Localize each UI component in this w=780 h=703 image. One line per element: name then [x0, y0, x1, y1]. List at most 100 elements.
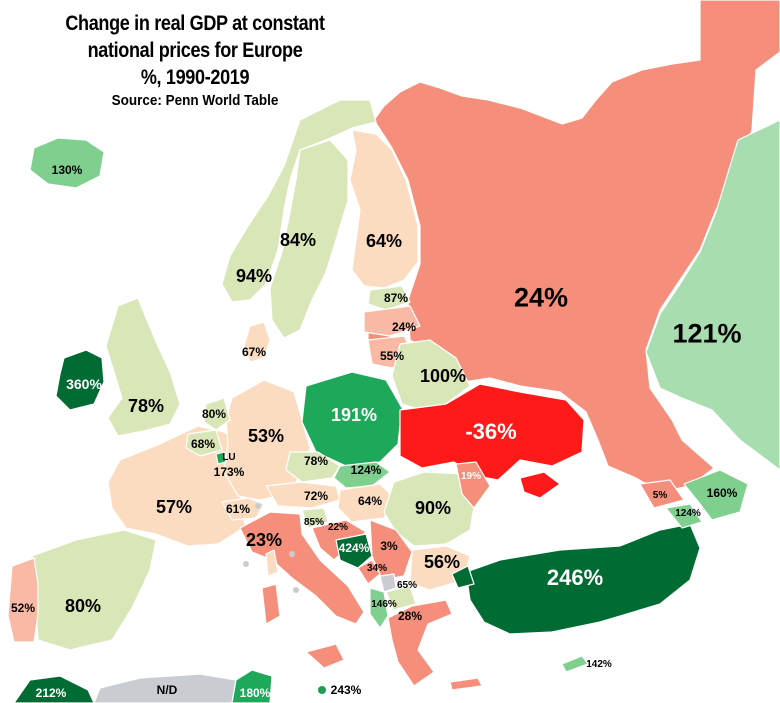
region-latvia	[363, 305, 421, 337]
region-luxembourg	[215, 451, 227, 465]
label-cyprus: 142%	[586, 659, 612, 670]
region-united-kingdom	[105, 297, 181, 437]
region-romania	[383, 471, 477, 547]
region-cyprus	[561, 655, 589, 673]
label-kazakhstan: 121%	[672, 318, 742, 349]
region-norway	[221, 99, 377, 303]
microstate-spot	[243, 561, 249, 567]
label-france: 57%	[155, 497, 193, 517]
source-line: Source: Penn World Table	[111, 92, 279, 109]
region-corsica	[265, 549, 279, 577]
label-denmark: 67%	[241, 345, 267, 359]
region-belgium	[185, 429, 223, 457]
region-switzerland	[221, 497, 265, 521]
label-greece: 28%	[397, 609, 423, 623]
label-malta: 243%	[330, 683, 362, 697]
region-estonia	[367, 285, 411, 311]
region-poland	[301, 371, 403, 467]
region-bosnia	[335, 533, 373, 569]
region-morocco	[13, 675, 95, 703]
label-lithuania: 55%	[379, 349, 405, 363]
label-czechia: 78%	[303, 454, 329, 468]
label-montenegro: 34%	[366, 563, 388, 574]
region-georgia	[639, 479, 685, 509]
region-moldova	[455, 461, 491, 509]
label-turkey: 246%	[546, 565, 604, 590]
label-serbia: 3%	[380, 539, 398, 553]
label-moldova: 19%	[460, 471, 482, 482]
region-kazakhstan	[645, 119, 780, 471]
title-line-1: Change in real GDP at constant	[65, 12, 325, 35]
malta-dot	[318, 686, 326, 694]
region-azerbaijan	[683, 469, 749, 521]
label-croatia: 22%	[327, 522, 349, 533]
region-algeria	[93, 673, 237, 703]
region-czechia	[285, 451, 341, 483]
label-austria: 72%	[303, 489, 329, 503]
region-serbia	[369, 519, 413, 581]
region-turkey	[465, 523, 701, 635]
label-united-kingdom: 78%	[127, 396, 165, 416]
region-slovenia	[301, 507, 329, 529]
label-morocco: 212%	[35, 686, 67, 700]
label-luxembourg-abbr: LU	[222, 452, 236, 463]
label-georgia: 5%	[652, 490, 668, 501]
label-bosnia: 424%	[338, 541, 370, 555]
label-estonia: 87%	[383, 291, 409, 305]
label-spain: 80%	[64, 596, 102, 616]
region-crimea	[519, 471, 561, 499]
label-hungary: 64%	[357, 494, 383, 508]
microstate-spot	[293, 587, 299, 593]
label-switzerland: 61%	[225, 502, 251, 516]
region-sicily	[305, 643, 345, 669]
region-albania	[369, 587, 389, 629]
region-turkey-thrace	[451, 565, 475, 589]
region-kosovo	[379, 573, 397, 593]
label-slovenia: 85%	[303, 517, 325, 528]
label-ireland: 360%	[66, 376, 102, 392]
region-ukraine	[399, 383, 585, 481]
label-italy: 23%	[245, 530, 283, 550]
label-russia: 24%	[513, 282, 569, 313]
region-sardinia	[261, 583, 281, 625]
region-montenegro	[357, 559, 381, 585]
label-azerbaijan: 160%	[706, 486, 738, 500]
region-tunisia	[231, 669, 273, 703]
label-algeria: N/D	[156, 683, 178, 697]
label-latvia: 24%	[391, 320, 417, 334]
label-tunisia: 180%	[239, 686, 271, 700]
region-portugal	[7, 557, 39, 643]
label-iceland: 130%	[51, 163, 83, 177]
region-sweden	[269, 139, 349, 339]
label-poland: 191%	[330, 405, 378, 425]
label-bulgaria: 56%	[423, 552, 461, 572]
region-armenia	[665, 503, 703, 529]
label-slovakia: 124%	[350, 463, 382, 477]
label-sweden: 84%	[279, 230, 317, 250]
label-portugal: 52%	[10, 601, 36, 615]
region-spain	[31, 529, 157, 651]
label-belgium: 68%	[190, 437, 216, 451]
region-ireland	[55, 349, 105, 411]
region-netherlands	[203, 397, 231, 431]
label-germany: 53%	[247, 426, 285, 446]
label-ukraine: -36%	[465, 419, 517, 444]
label-luxembourg: 173%	[213, 465, 245, 479]
title-line-2: national prices for Europe	[87, 39, 303, 62]
label-belarus: 100%	[419, 366, 467, 386]
label-romania: 90%	[414, 498, 452, 518]
map-title: Change in real GDP at constant national …	[20, 10, 370, 111]
region-iceland	[29, 137, 105, 189]
microstate-spot	[289, 551, 295, 557]
title-line-3: %, 1990-2019	[140, 66, 250, 89]
label-netherlands: 80%	[201, 407, 227, 421]
region-north-macedonia	[385, 585, 417, 611]
microstate-spot	[255, 503, 261, 509]
region-greece	[387, 599, 453, 687]
label-north-macedonia: 65%	[396, 580, 418, 591]
label-finland: 64%	[365, 231, 403, 251]
region-hungary	[337, 483, 395, 523]
label-norway: 94%	[235, 266, 273, 286]
